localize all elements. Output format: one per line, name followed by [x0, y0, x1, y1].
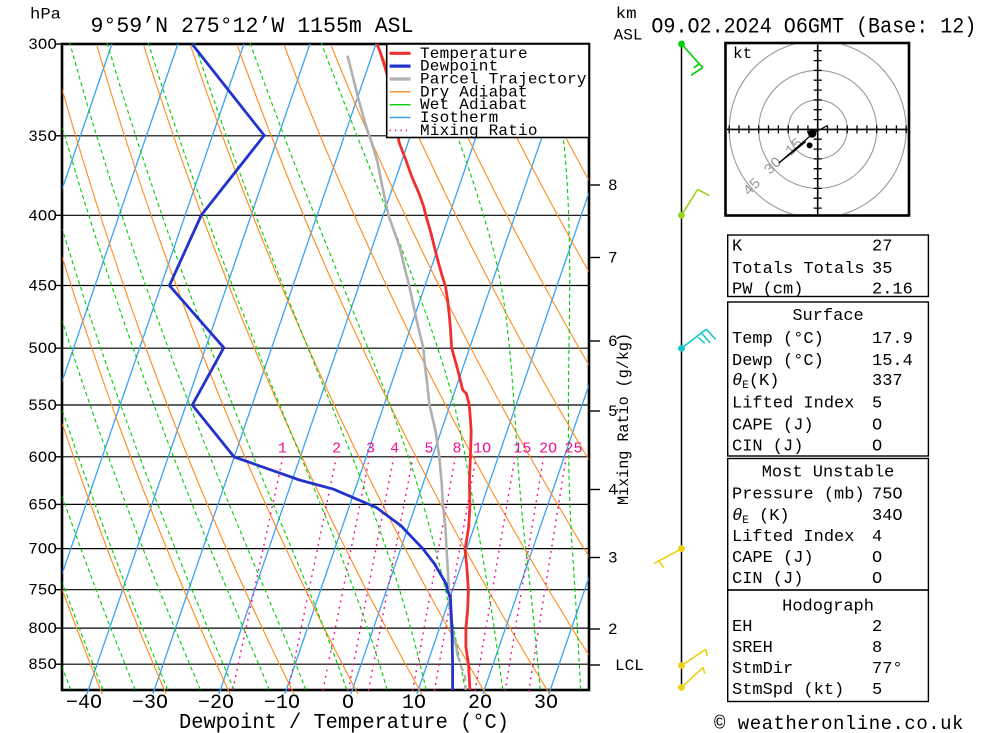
svg-text:O: O — [872, 416, 882, 435]
svg-text:4OO: 4OO — [28, 207, 57, 225]
svg-text:5: 5 — [424, 441, 433, 458]
svg-text:Dry Adiabat: Dry Adiabat — [420, 83, 528, 101]
svg-text:7OO: 7OO — [28, 541, 57, 559]
svg-text:35: 35 — [872, 260, 892, 279]
svg-text:77°: 77° — [872, 660, 903, 679]
svg-text:337: 337 — [872, 372, 903, 391]
svg-text:2: 2 — [332, 441, 341, 458]
svg-text:5: 5 — [872, 395, 882, 414]
svg-text:7: 7 — [608, 250, 618, 268]
svg-text:1: 1 — [278, 441, 287, 458]
svg-text:StmSpd (kt): StmSpd (kt) — [732, 681, 844, 700]
svg-text:8: 8 — [452, 441, 461, 458]
svg-text:Lifted Index: Lifted Index — [732, 528, 854, 547]
svg-text:45O: 45O — [28, 278, 57, 296]
svg-text:4: 4 — [390, 441, 399, 458]
svg-text:65O: 65O — [28, 496, 57, 514]
svg-text:2O: 2O — [539, 441, 557, 458]
svg-text:85O: 85O — [28, 656, 57, 674]
svg-text:Most Unstable: Most Unstable — [762, 464, 895, 483]
svg-text:CIN (J): CIN (J) — [732, 438, 803, 457]
svg-text:Mixing Ratio (g/kg): Mixing Ratio (g/kg) — [615, 333, 633, 505]
svg-text:© weatheronline.co.uk: © weatheronline.co.uk — [714, 713, 964, 733]
svg-text:CAPE (J): CAPE (J) — [732, 549, 814, 568]
svg-text:O9.O2.2O24 O6GMT (Base: 12): O9.O2.2O24 O6GMT (Base: 12) — [651, 15, 976, 40]
svg-text:9°59’N 275°12’W 1155m ASL: 9°59’N 275°12’W 1155m ASL — [91, 14, 414, 39]
svg-text:O: O — [342, 692, 354, 715]
svg-text:3: 3 — [366, 441, 375, 458]
svg-text:Temperature: Temperature — [420, 45, 528, 63]
svg-text:5: 5 — [872, 681, 882, 700]
svg-text:8: 8 — [608, 177, 618, 195]
svg-text:8: 8 — [872, 639, 882, 658]
svg-text:hPa: hPa — [30, 6, 61, 24]
svg-text:CAPE (J): CAPE (J) — [732, 416, 814, 435]
svg-text:Mixing Ratio: Mixing Ratio — [420, 122, 538, 140]
svg-text:Parcel Trajectory: Parcel Trajectory — [420, 71, 587, 89]
svg-text:34O: 34O — [872, 507, 903, 526]
svg-text:75O: 75O — [28, 582, 57, 600]
svg-text:−3O: −3O — [132, 692, 168, 715]
svg-text:6: 6 — [608, 333, 618, 351]
svg-text:CIN (J): CIN (J) — [732, 570, 803, 589]
svg-text:17.9: 17.9 — [872, 330, 913, 349]
svg-text:LCL: LCL — [615, 657, 644, 675]
svg-text:15: 15 — [513, 441, 531, 458]
svg-text:Dewpoint / Temperature (°C): Dewpoint / Temperature (°C) — [179, 712, 509, 733]
svg-text:Dewpoint: Dewpoint — [420, 58, 498, 76]
svg-text:EH: EH — [732, 618, 752, 637]
svg-text:6OO: 6OO — [28, 449, 57, 467]
svg-text:−4O: −4O — [66, 692, 102, 715]
svg-text:2: 2 — [608, 621, 618, 639]
svg-text:8OO: 8OO — [28, 620, 57, 638]
svg-text:−1O: −1O — [264, 692, 300, 715]
svg-text:Pressure (mb): Pressure (mb) — [732, 486, 865, 505]
svg-text:O: O — [872, 570, 882, 589]
svg-text:3: 3 — [608, 550, 618, 568]
svg-text:75O: 75O — [872, 486, 903, 505]
svg-text:θE (K): θE (K) — [732, 507, 790, 527]
svg-text:−2O: −2O — [198, 692, 234, 715]
svg-text:1O: 1O — [402, 692, 426, 715]
svg-text:Dewp (°C): Dewp (°C) — [732, 352, 824, 371]
svg-text:K: K — [732, 238, 743, 257]
svg-text:Wet Adiabat: Wet Adiabat — [420, 96, 528, 114]
svg-text:StmDir: StmDir — [732, 660, 793, 679]
svg-text:Temp (°C): Temp (°C) — [732, 330, 824, 349]
svg-text:O: O — [872, 549, 882, 568]
svg-text:Lifted Index: Lifted Index — [732, 395, 854, 414]
svg-text:O: O — [872, 438, 882, 457]
svg-text:3O: 3O — [534, 692, 558, 715]
svg-text:4: 4 — [608, 482, 618, 500]
svg-text:ASL: ASL — [614, 27, 643, 45]
svg-text:15.4: 15.4 — [872, 352, 913, 371]
svg-text:27: 27 — [872, 238, 892, 257]
svg-text:55O: 55O — [28, 397, 57, 415]
svg-text:2: 2 — [872, 618, 882, 637]
svg-text:Surface: Surface — [792, 307, 863, 326]
svg-text:SREH: SREH — [732, 639, 773, 658]
svg-text:PW (cm): PW (cm) — [732, 281, 803, 300]
svg-text:3OO: 3OO — [28, 36, 57, 54]
svg-text:5: 5 — [608, 403, 618, 421]
svg-text:kt: kt — [733, 45, 752, 63]
svg-text:5OO: 5OO — [28, 340, 57, 358]
svg-text:35O: 35O — [28, 128, 57, 146]
svg-text:km: km — [616, 5, 637, 23]
svg-text:Hodograph: Hodograph — [782, 598, 874, 617]
svg-text:2.16: 2.16 — [872, 281, 913, 300]
svg-text:θE(K): θE(K) — [732, 372, 779, 392]
svg-text:1O: 1O — [473, 441, 491, 458]
svg-text:4: 4 — [872, 528, 882, 547]
svg-text:Isotherm: Isotherm — [420, 109, 498, 127]
svg-text:2O: 2O — [468, 692, 492, 715]
svg-text:25: 25 — [564, 441, 582, 458]
svg-text:Totals Totals: Totals Totals — [732, 260, 865, 279]
